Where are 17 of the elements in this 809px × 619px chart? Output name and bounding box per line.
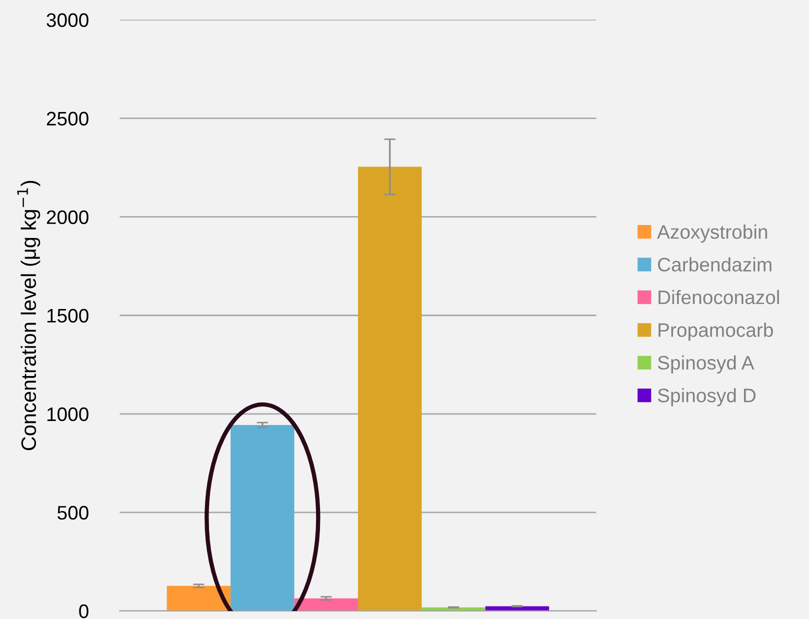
legend-label: Spinosyd D <box>658 388 756 406</box>
y-tick-label: 1500 <box>47 308 88 323</box>
y-tick-label: 2500 <box>46 112 88 126</box>
legend-label: Difenoconazol <box>658 290 779 304</box>
y-axis-title: Concentration level (μg kg$^{−1}$) <box>17 180 40 450</box>
bar <box>294 598 358 611</box>
legend-label: Propamocarb <box>658 322 773 341</box>
legend-label: Carbendazim <box>658 257 772 272</box>
y-tick-label: 2000 <box>46 210 88 224</box>
bar <box>166 586 231 611</box>
legend-label: Spinosyd A <box>658 355 754 374</box>
bar <box>358 166 422 611</box>
y-tick-label: 1000 <box>47 407 88 422</box>
y-tick-label: 0 <box>79 604 88 618</box>
legend-label: Azoxystrobin <box>657 224 768 243</box>
y-tick-label: 3000 <box>46 13 88 28</box>
y-tick-label: 500 <box>58 506 88 520</box>
